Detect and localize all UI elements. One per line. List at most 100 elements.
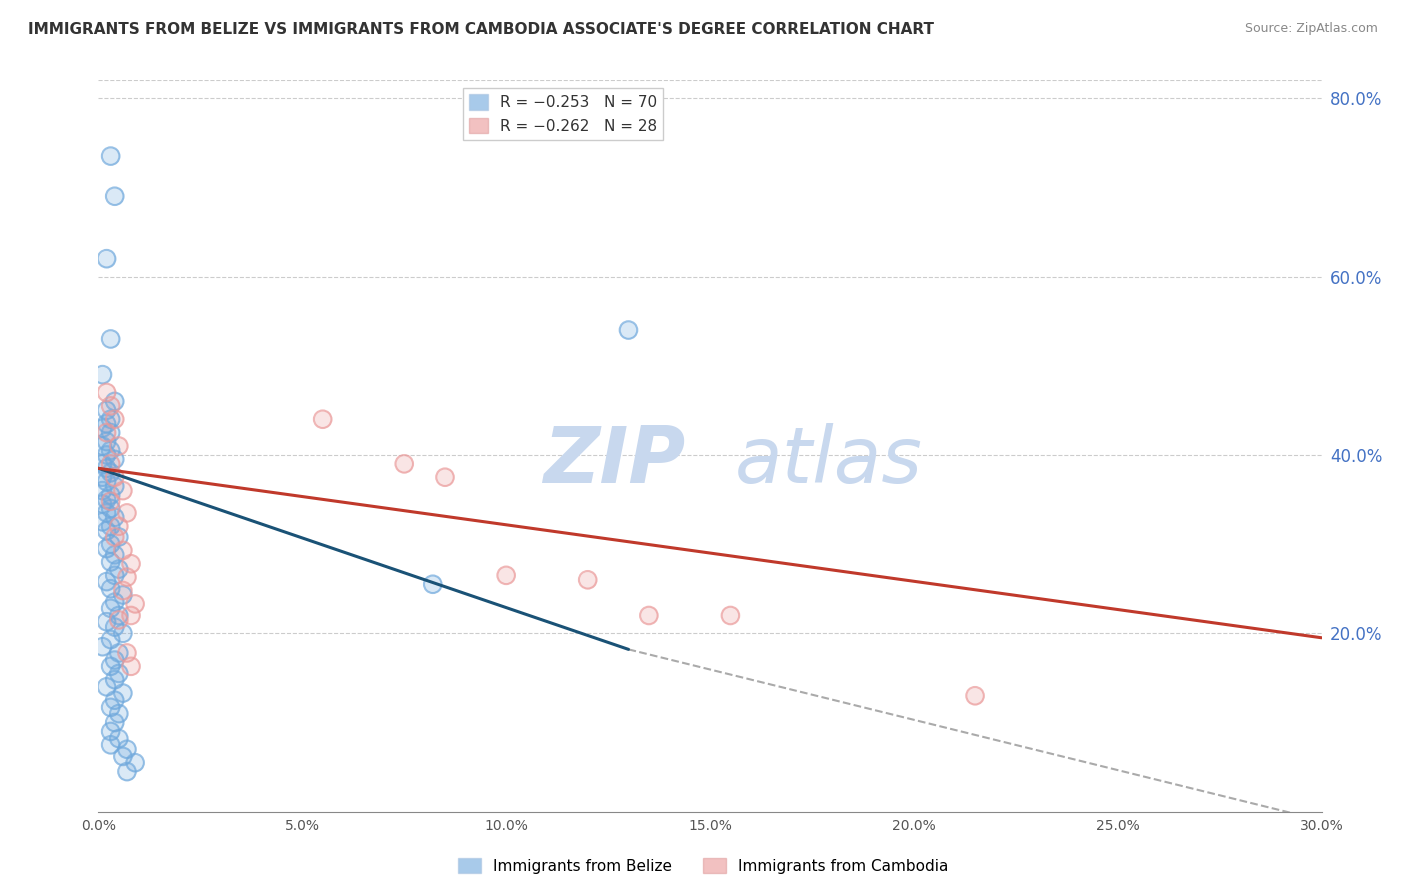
Point	[111, 588, 134, 602]
Point	[115, 570, 138, 584]
Point	[115, 646, 138, 660]
Point	[100, 537, 122, 551]
Point	[104, 510, 127, 524]
Point	[104, 530, 127, 544]
Point	[100, 149, 122, 163]
Point	[108, 646, 131, 660]
Point	[96, 574, 118, 589]
Point	[96, 403, 118, 417]
Point	[108, 706, 131, 721]
Point	[120, 659, 142, 673]
Point	[100, 700, 122, 714]
Point	[100, 501, 122, 516]
Point	[100, 399, 122, 413]
Point	[96, 541, 118, 556]
Point	[312, 412, 335, 426]
Point	[100, 425, 122, 440]
Text: IMMIGRANTS FROM BELIZE VS IMMIGRANTS FROM CAMBODIA ASSOCIATE'S DEGREE CORRELATIO: IMMIGRANTS FROM BELIZE VS IMMIGRANTS FRO…	[28, 22, 934, 37]
Point	[96, 574, 118, 589]
Point	[104, 412, 127, 426]
Point	[108, 731, 131, 746]
Point	[115, 742, 138, 756]
Text: ZIP: ZIP	[543, 423, 686, 499]
Point	[104, 470, 127, 484]
Point	[100, 501, 122, 516]
Point	[120, 557, 142, 571]
Point	[434, 470, 457, 484]
Point	[108, 439, 131, 453]
Point	[100, 332, 122, 346]
Point	[965, 689, 987, 703]
Point	[100, 466, 122, 480]
Point	[104, 595, 127, 609]
Point	[100, 659, 122, 673]
Point	[100, 632, 122, 647]
Point	[108, 519, 131, 533]
Point	[96, 680, 118, 694]
Point	[91, 439, 114, 453]
Point	[91, 515, 114, 529]
Point	[104, 189, 127, 203]
Point	[124, 597, 146, 611]
Point	[104, 394, 127, 409]
Point	[96, 252, 118, 266]
Point	[100, 724, 122, 739]
Point	[108, 562, 131, 576]
Point	[111, 483, 134, 498]
Point	[115, 506, 138, 520]
Point	[124, 756, 146, 770]
Point	[96, 615, 118, 629]
Text: Source: ZipAtlas.com: Source: ZipAtlas.com	[1244, 22, 1378, 36]
Point	[100, 519, 122, 533]
Point	[100, 601, 122, 615]
Point	[495, 568, 517, 582]
Point	[91, 497, 114, 511]
Point	[100, 412, 122, 426]
Point	[96, 403, 118, 417]
Point	[392, 457, 416, 471]
Point	[111, 686, 134, 700]
Point	[96, 448, 118, 462]
Point	[312, 412, 335, 426]
Point	[91, 483, 114, 498]
Point	[91, 457, 114, 471]
Point	[108, 439, 131, 453]
Point	[108, 666, 131, 681]
Point	[434, 470, 457, 484]
Point	[115, 570, 138, 584]
Point	[96, 417, 118, 431]
Point	[96, 506, 118, 520]
Point	[100, 582, 122, 596]
Point	[100, 457, 122, 471]
Point	[100, 457, 122, 471]
Point	[104, 568, 127, 582]
Point	[104, 479, 127, 493]
Point	[576, 573, 599, 587]
Point	[617, 323, 640, 337]
Point	[111, 583, 134, 598]
Point	[422, 577, 444, 591]
Point	[100, 659, 122, 673]
Point	[111, 626, 134, 640]
Point	[91, 483, 114, 498]
Point	[96, 524, 118, 538]
Point	[104, 715, 127, 730]
Point	[108, 666, 131, 681]
Point	[111, 749, 134, 764]
Point	[96, 461, 118, 475]
Point	[91, 640, 114, 654]
Point	[100, 519, 122, 533]
Point	[96, 475, 118, 489]
Point	[115, 506, 138, 520]
Point	[720, 608, 742, 623]
Point	[108, 519, 131, 533]
Point	[96, 492, 118, 507]
Point	[91, 497, 114, 511]
Point	[104, 673, 127, 687]
Point	[108, 562, 131, 576]
Point	[96, 680, 118, 694]
Point	[104, 653, 127, 667]
Point	[111, 543, 134, 558]
Point	[96, 385, 118, 400]
Point	[108, 731, 131, 746]
